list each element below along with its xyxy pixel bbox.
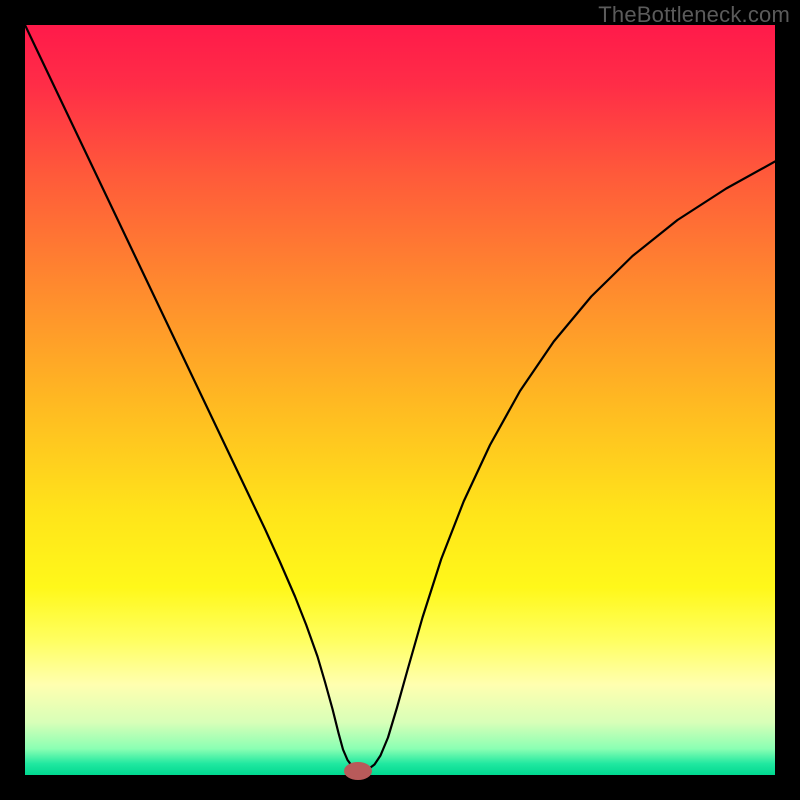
chart-frame: TheBottleneck.com xyxy=(0,0,800,800)
plot-area xyxy=(25,25,775,775)
optimum-marker xyxy=(344,762,372,780)
bottleneck-curve xyxy=(25,25,775,771)
curve-svg xyxy=(25,25,775,775)
